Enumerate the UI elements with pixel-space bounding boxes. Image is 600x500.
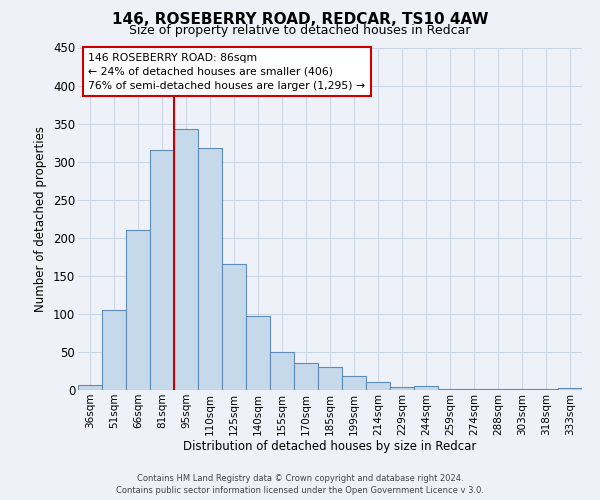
Bar [486,389,510,390]
Bar [126,230,150,390]
Bar [270,352,294,390]
Bar [246,316,270,390]
Text: 146 ROSEBERRY ROAD: 86sqm
← 24% of detached houses are smaller (406)
76% of semi: 146 ROSEBERRY ROAD: 86sqm ← 24% of detac… [88,52,365,90]
Bar [366,382,390,390]
Bar [294,362,318,390]
Bar [534,389,558,390]
Text: Contains HM Land Registry data © Crown copyright and database right 2024.
Contai: Contains HM Land Registry data © Crown c… [116,474,484,495]
Bar [222,264,246,390]
Text: Size of property relative to detached houses in Redcar: Size of property relative to detached ho… [129,24,471,37]
Y-axis label: Number of detached properties: Number of detached properties [34,126,47,312]
Bar [558,388,582,390]
Bar [438,389,462,390]
Bar [510,389,534,390]
X-axis label: Distribution of detached houses by size in Redcar: Distribution of detached houses by size … [184,440,476,454]
Bar [342,376,366,390]
Bar [78,384,102,390]
Bar [462,389,486,390]
Text: 146, ROSEBERRY ROAD, REDCAR, TS10 4AW: 146, ROSEBERRY ROAD, REDCAR, TS10 4AW [112,12,488,28]
Bar [102,310,126,390]
Bar [414,386,438,390]
Bar [174,129,198,390]
Bar [198,148,222,390]
Bar [150,150,174,390]
Bar [390,387,414,390]
Bar [318,367,342,390]
